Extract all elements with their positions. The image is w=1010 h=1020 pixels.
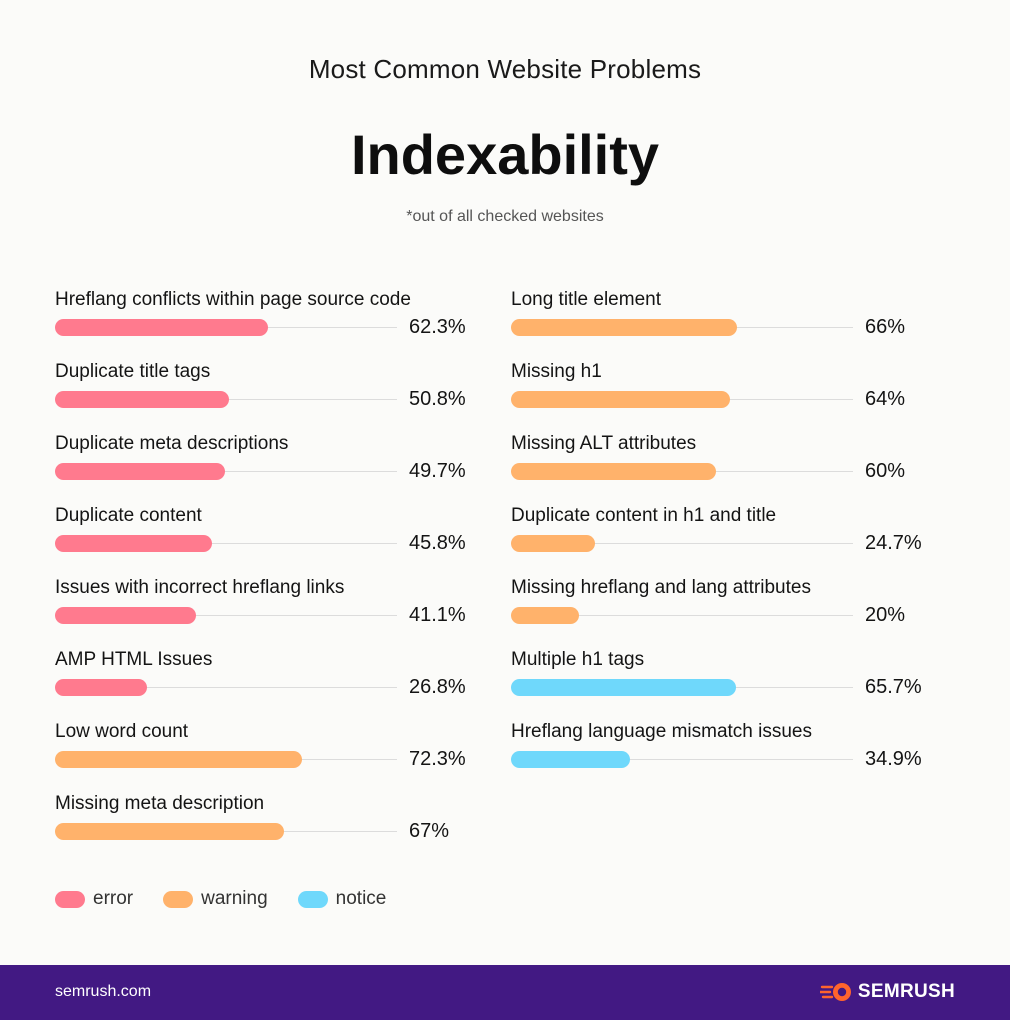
- bar-label: Duplicate content in h1 and title: [511, 505, 777, 526]
- bar-track: [511, 615, 853, 616]
- legend: error warning notice: [55, 888, 416, 910]
- bar-warning: [511, 535, 595, 552]
- bar-track: [55, 471, 397, 472]
- bar-row: Missing ALT attributes 60%: [511, 433, 951, 505]
- bar-label: Duplicate title tags: [55, 361, 211, 382]
- bar-notice: [511, 679, 736, 696]
- bar-label: Multiple h1 tags: [511, 649, 645, 670]
- bar-error: [55, 607, 196, 624]
- bar-notice: [511, 751, 630, 768]
- bar-value-label: 64%: [865, 388, 906, 410]
- bar-label: Hreflang conflicts within page source co…: [55, 289, 411, 310]
- legend-item-notice: notice: [297, 888, 387, 910]
- bar-value-label: 20%: [865, 604, 906, 626]
- bar-track: [55, 687, 397, 688]
- bar-value-label: 26.8%: [409, 676, 466, 698]
- bar-value-label: 66%: [865, 316, 906, 338]
- bar-label: Missing ALT attributes: [511, 433, 697, 454]
- bar-track: [55, 615, 397, 616]
- brand-name: SEMRUSH: [857, 981, 955, 1002]
- bar-row: Issues with incorrect hreflang links 41.1…: [55, 577, 495, 649]
- bar-value-label: 45.8%: [409, 532, 466, 554]
- bar-label: Low word count: [55, 721, 189, 742]
- bar-row: Long title element 66%: [511, 289, 951, 361]
- bar-row: Low word count 72.3%: [55, 721, 495, 793]
- bar-error: [55, 463, 225, 480]
- footer-site-link[interactable]: semrush.com: [55, 983, 152, 1000]
- chart-supertitle: Most Common Website Problems: [308, 54, 702, 84]
- chart-title: Indexability: [350, 123, 660, 186]
- bar-row: Duplicate content 45.8%: [55, 505, 495, 577]
- legend-swatch: [297, 890, 328, 908]
- bar-value-label: 67%: [409, 820, 450, 842]
- bar-row: Missing h1 64%: [511, 361, 951, 433]
- bar-value-label: 41.1%: [409, 604, 466, 626]
- bar-label: Duplicate content: [55, 505, 202, 526]
- brand-logo[interactable]: SEMRUSH: [819, 981, 955, 1003]
- bar-row: Missing meta description 67%: [55, 793, 495, 865]
- left-column: Hreflang conflicts within page source co…: [55, 289, 495, 865]
- bar-value-label: 49.7%: [409, 460, 466, 482]
- bar-row: Duplicate meta descriptions 49.7%: [55, 433, 495, 505]
- bar-row: Hreflang language mismatch issues 34.9%: [511, 721, 951, 793]
- bar-label: Duplicate meta descriptions: [55, 433, 289, 454]
- chart-note: *out of all checked websites: [406, 208, 604, 225]
- legend-label: warning: [201, 888, 268, 909]
- bar-track: [511, 543, 853, 544]
- legend-label: error: [93, 888, 134, 909]
- bar-value-label: 34.9%: [865, 748, 922, 770]
- legend-swatch: [55, 890, 85, 908]
- legend-item-warning: warning: [163, 888, 268, 910]
- bar-track: [55, 543, 397, 544]
- bar-value-label: 62.3%: [409, 316, 466, 338]
- bar-warning: [511, 463, 716, 480]
- bar-row: Duplicate content in h1 and title 24.7%: [511, 505, 951, 577]
- bar-warning: [55, 823, 284, 840]
- bar-error: [55, 679, 147, 696]
- right-column: Long title element 66% Missing h1 64% Missin…: [511, 289, 951, 793]
- bar-value-label: 50.8%: [409, 388, 466, 410]
- bar-error: [55, 319, 268, 336]
- bar-row: Hreflang conflicts within page source co…: [55, 289, 495, 361]
- bar-label: Missing hreflang and lang attributes: [511, 577, 811, 598]
- footer: semrush.com SEMRUSH: [0, 965, 1010, 1020]
- semrush-fire-icon: [819, 983, 851, 1001]
- bar-label: Issues with incorrect hreflang links: [55, 577, 345, 598]
- bar-track: [511, 759, 853, 760]
- legend-label: notice: [335, 888, 387, 909]
- bar-row: AMP HTML Issues 26.8%: [55, 649, 495, 721]
- bar-error: [55, 391, 229, 408]
- bar-warning: [55, 751, 302, 768]
- bar-label: AMP HTML Issues: [55, 649, 213, 670]
- bar-label: Missing meta description: [55, 793, 265, 814]
- bar-value-label: 65.7%: [865, 676, 922, 698]
- bar-label: Long title element: [511, 289, 661, 310]
- bar-label: Hreflang language mismatch issues: [511, 721, 812, 742]
- bar-value-label: 60%: [865, 460, 906, 482]
- bar-warning: [511, 319, 737, 336]
- bar-value-label: 72.3%: [409, 748, 466, 770]
- legend-swatch: [163, 890, 194, 908]
- bar-error: [55, 535, 212, 552]
- bar-row: Duplicate title tags 50.8%: [55, 361, 495, 433]
- legend-item-error: error: [55, 888, 133, 910]
- bar-row: Missing hreflang and lang attributes 20%: [511, 577, 951, 649]
- bar-label: Missing h1: [511, 361, 602, 382]
- bar-warning: [511, 391, 730, 408]
- bar-value-label: 24.7%: [865, 532, 922, 554]
- bar-warning: [511, 607, 579, 624]
- bar-row: Multiple h1 tags 65.7%: [511, 649, 951, 721]
